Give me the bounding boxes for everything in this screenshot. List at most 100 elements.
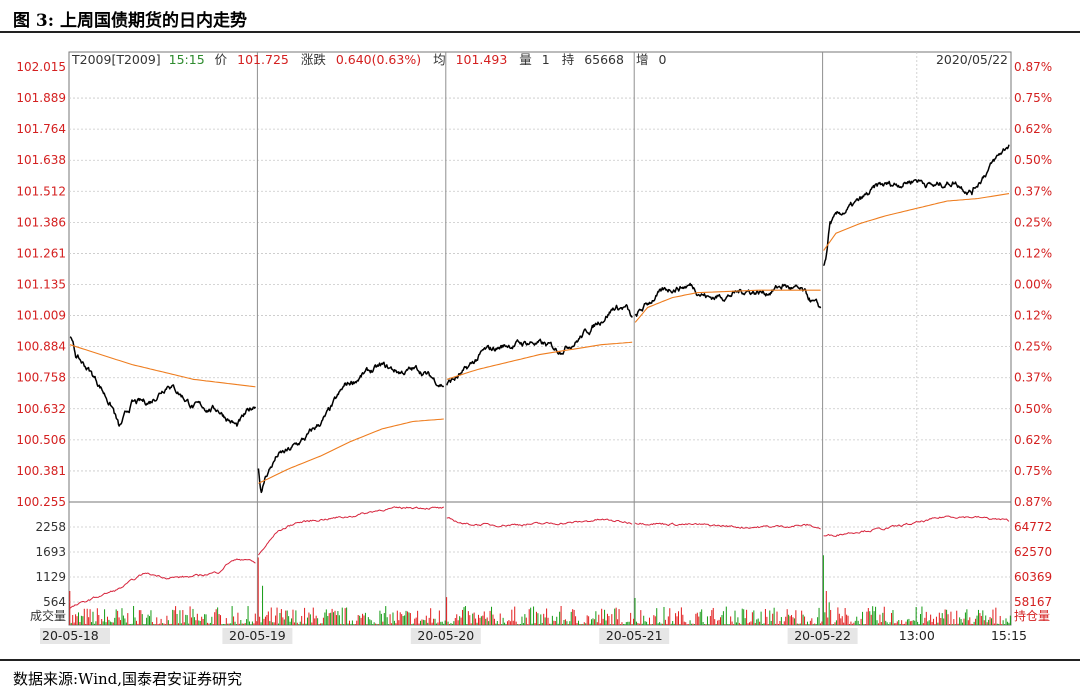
volume-bar [746, 609, 748, 625]
volume-bar [337, 611, 339, 625]
volume-bar [898, 620, 900, 625]
volume-bar [821, 621, 823, 625]
volume-bar [569, 621, 571, 625]
volume-bar [538, 623, 540, 625]
source-note: 数据来源:Wind,国泰君安证券研究 [13, 670, 243, 688]
volume-bar [143, 624, 145, 625]
volume-bar [530, 607, 532, 625]
volume-bar [122, 615, 124, 625]
footer-rule [0, 659, 1080, 661]
volume-bar [157, 624, 159, 625]
volume-bar [506, 621, 508, 625]
volume-bar [841, 616, 843, 625]
volume-bar [83, 608, 85, 625]
volume-bar [667, 616, 669, 625]
volume-bar [188, 623, 190, 625]
volume-bar [905, 621, 907, 625]
volume-bar [633, 618, 635, 625]
volume-bar [314, 618, 316, 625]
volume-bar [825, 591, 827, 625]
volume-bar [701, 609, 703, 625]
volume-bar [375, 623, 377, 625]
price-tick-label: 100.884 [16, 340, 66, 354]
volume-bar [286, 610, 288, 625]
volume-bar [162, 623, 164, 625]
volume-bar [605, 620, 607, 625]
volume-bar [853, 622, 855, 625]
pct-tick-label: 0.25% [1014, 340, 1052, 354]
volume-bar [356, 620, 358, 625]
volume-bar [751, 612, 753, 625]
volume-bar [759, 621, 761, 625]
volume-bar [808, 624, 810, 625]
volume-bar [496, 621, 498, 625]
volume-bar [999, 615, 1001, 625]
volume-bar [517, 624, 519, 625]
volume-bar [486, 617, 488, 625]
volume-bar [196, 613, 198, 625]
volume-bar [953, 619, 955, 625]
volume-bar [404, 615, 406, 625]
volume-bar [393, 620, 395, 625]
volume-bar [309, 614, 311, 625]
volume-bar [750, 621, 752, 625]
volume-bar [202, 618, 204, 625]
volume-bar [896, 621, 898, 625]
average-price-line-day [446, 341, 633, 380]
volume-bar [460, 617, 462, 625]
volume-bar [772, 613, 774, 625]
volume-bar [428, 617, 430, 625]
volume-bar [125, 622, 127, 625]
volume-bar [243, 623, 245, 625]
volume-bar [541, 622, 543, 625]
volume-bar [799, 623, 801, 625]
volume-bar [363, 615, 365, 625]
volume-bar [654, 616, 656, 625]
volume-bar [882, 612, 884, 625]
volume-bar [75, 614, 77, 625]
volume-bar [253, 623, 255, 625]
volume-bar [562, 623, 564, 625]
volume-bar [383, 613, 385, 625]
volume-bar [967, 620, 969, 625]
volume-bar [453, 621, 455, 625]
volume-bar [160, 618, 162, 625]
volume-bar [159, 623, 161, 625]
volume-bar [357, 615, 359, 625]
volume-bar [233, 616, 235, 625]
volume-bar [298, 624, 300, 625]
volume-bar [957, 623, 959, 625]
volume-bar [851, 623, 853, 625]
volume-bar [859, 624, 861, 625]
volume-bar [880, 622, 882, 625]
volume-bar [520, 623, 522, 625]
volume-bar [608, 615, 610, 625]
volume-bar [277, 623, 279, 625]
volume-bar [583, 622, 585, 625]
volume-bar [614, 608, 616, 625]
volume-bar [454, 618, 456, 625]
volume-bar [344, 608, 346, 625]
volume-bar [108, 619, 110, 625]
volume-bar [879, 614, 881, 625]
volume-bar [573, 609, 575, 625]
volume-bar [640, 610, 642, 625]
pct-tick-label: 0.62% [1014, 122, 1052, 136]
volume-bar [359, 615, 361, 625]
volume-bar [401, 614, 403, 625]
volume-bar [386, 617, 388, 625]
volume-bar [198, 620, 200, 625]
volume-bar [725, 606, 727, 625]
date-label-bg [410, 628, 481, 644]
volume-bar [241, 623, 243, 625]
volume-bar [240, 619, 242, 625]
volume-bar [102, 621, 104, 625]
volume-bar [191, 617, 193, 625]
volume-bar [551, 615, 553, 625]
volume-bar [515, 621, 517, 625]
volume-bar [773, 607, 775, 625]
volume-bar [766, 616, 768, 625]
volume-bar [89, 609, 91, 625]
volume-bar [770, 620, 772, 625]
volume-bar [353, 624, 355, 625]
